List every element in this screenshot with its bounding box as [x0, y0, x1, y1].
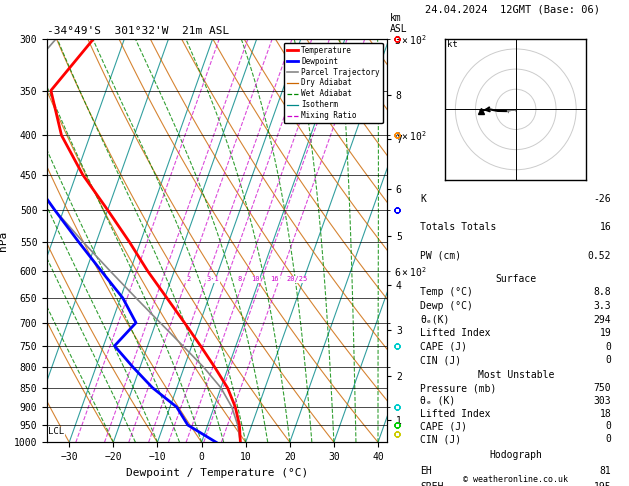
Text: 195: 195 — [594, 482, 611, 486]
Text: Pressure (mb): Pressure (mb) — [420, 383, 497, 393]
X-axis label: Dewpoint / Temperature (°C): Dewpoint / Temperature (°C) — [126, 468, 308, 478]
Text: 16: 16 — [599, 222, 611, 232]
Text: Temp (°C): Temp (°C) — [420, 287, 473, 297]
Text: 0: 0 — [605, 342, 611, 352]
Text: EH: EH — [420, 466, 432, 476]
Text: Lifted Index: Lifted Index — [420, 409, 491, 418]
Text: CAPE (J): CAPE (J) — [420, 421, 467, 432]
Text: CIN (J): CIN (J) — [420, 434, 462, 444]
Text: 0: 0 — [605, 355, 611, 365]
Text: 3·1: 3·1 — [207, 277, 220, 282]
Text: 19: 19 — [599, 328, 611, 338]
Text: 8: 8 — [238, 277, 242, 282]
Text: 24.04.2024  12GMT (Base: 06): 24.04.2024 12GMT (Base: 06) — [425, 5, 600, 15]
Text: -34°49'S  301°32'W  21m ASL: -34°49'S 301°32'W 21m ASL — [47, 26, 230, 36]
Text: 18: 18 — [599, 409, 611, 418]
Text: 0: 0 — [605, 421, 611, 432]
Text: 8.8: 8.8 — [594, 287, 611, 297]
Text: Lifted Index: Lifted Index — [420, 328, 491, 338]
Text: kt: kt — [447, 40, 458, 49]
Text: CIN (J): CIN (J) — [420, 355, 462, 365]
Text: θₑ (K): θₑ (K) — [420, 396, 455, 406]
Text: 303: 303 — [594, 396, 611, 406]
Text: Dewp (°C): Dewp (°C) — [420, 301, 473, 311]
Text: Hodograph: Hodograph — [489, 450, 542, 460]
Text: PW (cm): PW (cm) — [420, 251, 462, 260]
Text: 0: 0 — [605, 434, 611, 444]
Text: CAPE (J): CAPE (J) — [420, 342, 467, 352]
Text: © weatheronline.co.uk: © weatheronline.co.uk — [464, 474, 568, 484]
Text: SREH: SREH — [420, 482, 444, 486]
Text: 294: 294 — [594, 314, 611, 325]
Text: 750: 750 — [594, 383, 611, 393]
Legend: Temperature, Dewpoint, Parcel Trajectory, Dry Adiabat, Wet Adiabat, Isotherm, Mi: Temperature, Dewpoint, Parcel Trajectory… — [284, 43, 383, 123]
Text: 0.52: 0.52 — [587, 251, 611, 260]
Text: 10: 10 — [251, 277, 259, 282]
Text: km
ASL: km ASL — [390, 13, 408, 34]
Text: Totals Totals: Totals Totals — [420, 222, 497, 232]
Text: K: K — [420, 194, 426, 204]
Text: 16: 16 — [270, 277, 279, 282]
Text: 20/25: 20/25 — [286, 277, 308, 282]
Text: Surface: Surface — [495, 274, 537, 284]
Text: 81: 81 — [599, 466, 611, 476]
Text: -26: -26 — [594, 194, 611, 204]
Text: 3.3: 3.3 — [594, 301, 611, 311]
Text: 2: 2 — [187, 277, 191, 282]
Y-axis label: hPa: hPa — [0, 230, 8, 251]
Text: Most Unstable: Most Unstable — [477, 370, 554, 380]
Text: θₑ(K): θₑ(K) — [420, 314, 450, 325]
Text: LCL: LCL — [48, 427, 65, 435]
